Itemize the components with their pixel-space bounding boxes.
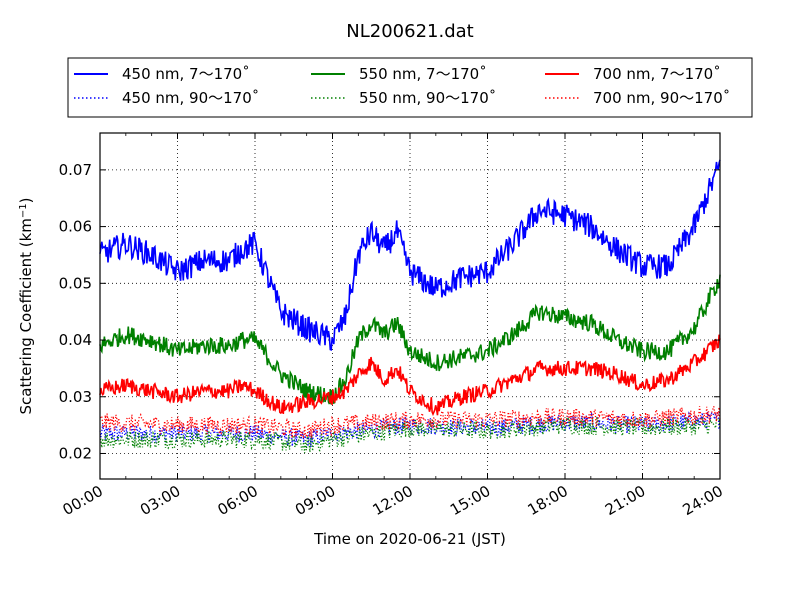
legend-label: 700 nm, 90～170˚ [593,89,730,107]
series-line [99,334,721,417]
x-tick-label: 15:00 [447,482,493,519]
x-tick-label: 24:00 [680,482,726,519]
series-line [99,410,721,448]
y-tick-label: 0.02 [59,444,92,462]
y-axis-label: Scattering Coefficient (km−1) [17,197,35,414]
legend-label: 700 nm, 7～170˚ [593,65,721,83]
x-tick-label: 21:00 [602,482,648,519]
series-line [99,274,721,405]
y-tick-label: 0.04 [59,331,92,349]
series-line [99,405,721,440]
y-tick-label: 0.06 [59,218,92,236]
legend-box [67,57,753,118]
legend-label: 450 nm, 7～170˚ [122,65,250,83]
y-axis-label-main: Scattering Coefficient (km [17,218,35,414]
legend: 450 nm, 7～170˚ 450 nm, 90～170˚ 550 nm, 7～1… [67,57,753,118]
y-tick-label: 0.07 [59,161,92,179]
y-tick-label: 0.05 [59,274,92,292]
y-tick-labels: 0.02 0.03 0.04 0.05 0.06 0.07 [59,161,92,463]
axis-ticks [99,133,721,479]
x-tick-label: 06:00 [215,482,261,519]
grid-lines [100,133,720,479]
chart-title: NL200621.dat [346,21,473,42]
y-axis-label-tail: ) [17,197,35,203]
x-tick-label: 12:00 [370,482,416,519]
x-tick-labels: 00:00 03:00 06:00 09:00 12:00 15:00 18:00 21:00… [60,482,726,519]
x-tick-label: 09:00 [292,482,338,519]
y-tick-label: 0.03 [59,388,92,406]
legend-entries: 450 nm, 7～170˚ 450 nm, 90～170˚ 550 nm, 7～1… [74,65,730,107]
legend-label: 550 nm, 90～170˚ [359,89,496,107]
x-axis-label: Time on 2020-06-21 (JST) [313,530,506,548]
x-tick-label: 00:00 [60,482,106,519]
legend-label: 550 nm, 7～170˚ [359,65,487,83]
y-axis-label-superscript: −1 [18,203,29,218]
series-layer [99,159,721,454]
x-tick-label: 18:00 [525,482,571,519]
series-line [99,159,721,351]
x-tick-label: 03:00 [137,482,183,519]
legend-label: 450 nm, 90～170˚ [122,89,259,107]
